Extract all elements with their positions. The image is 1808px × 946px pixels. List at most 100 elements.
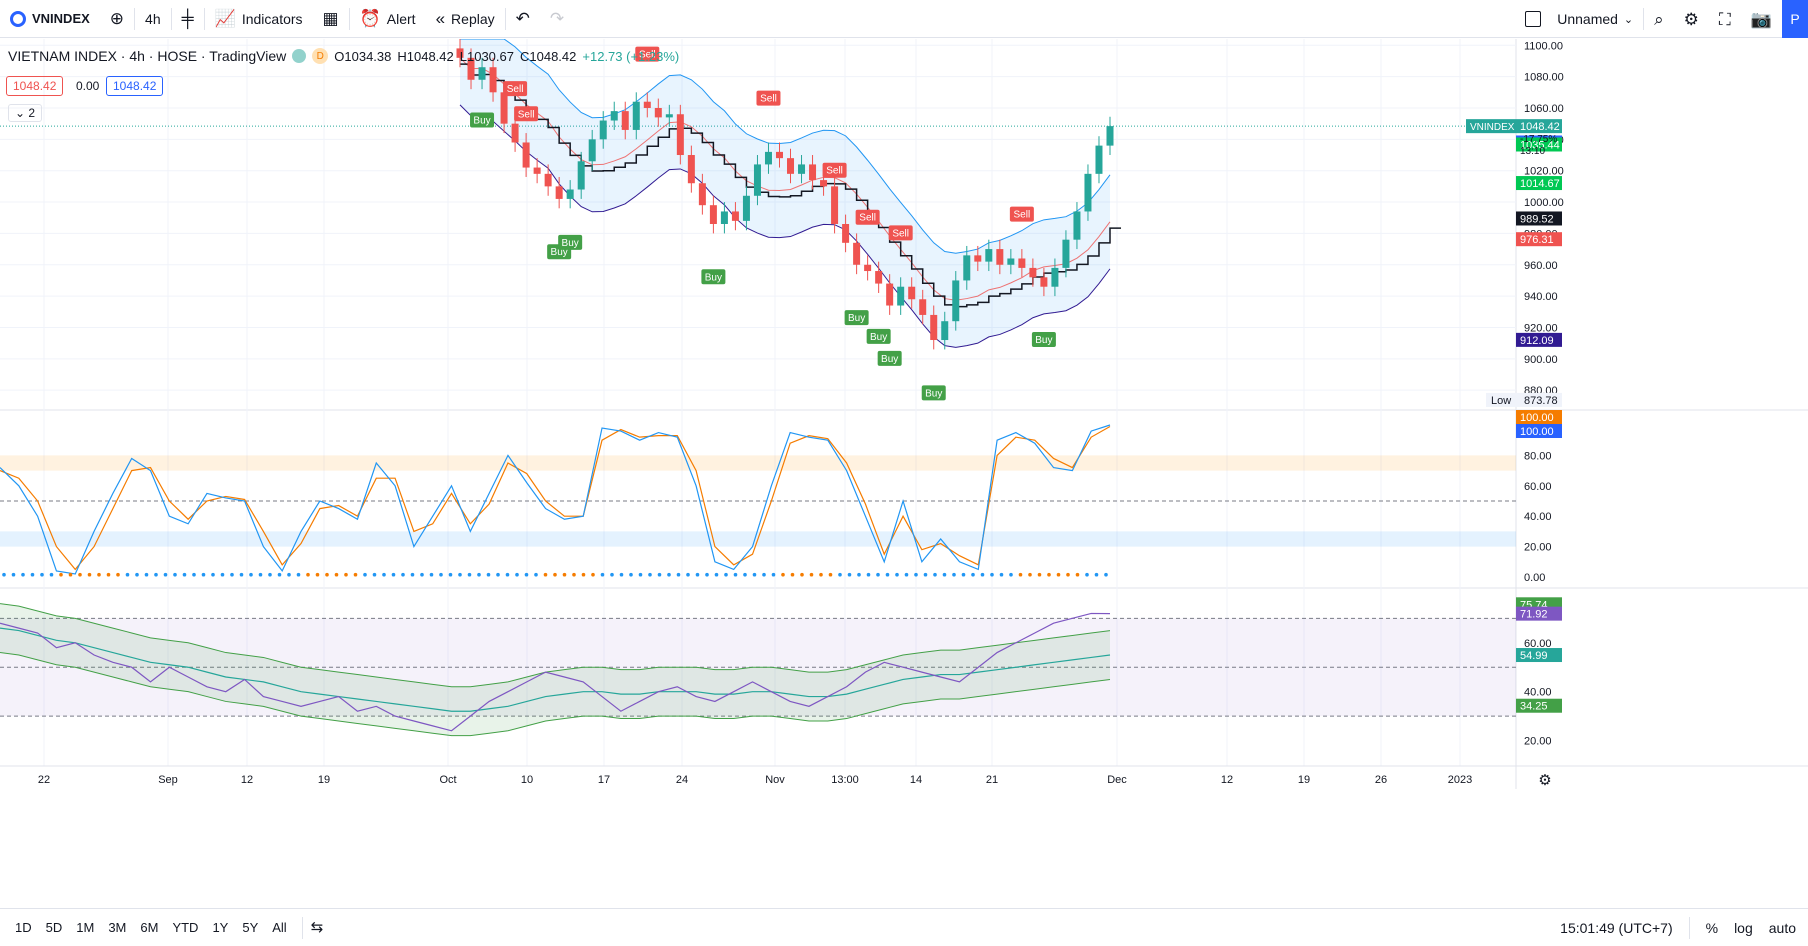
redo-button[interactable]: ↷ <box>540 0 574 38</box>
signal-dot <box>505 572 510 577</box>
signal-dot <box>866 572 871 577</box>
time-axis[interactable]: 22 Sep 12 19 Oct 10 17 24 Nov 13:00 14 21 Dec 12 19 26 2… <box>0 765 1808 789</box>
candle-body <box>577 161 585 190</box>
signal-dot <box>467 572 472 577</box>
range-ytd-button[interactable]: YTD <box>172 920 199 935</box>
chevron-down-icon: ⌄ <box>1623 13 1634 26</box>
clock-timezone[interactable]: 15:01:49 (UTC+7) <box>1560 920 1673 936</box>
range-3m-button[interactable]: 3M <box>108 920 127 935</box>
signal-label: Buy <box>848 313 865 324</box>
signal-dot <box>201 572 206 577</box>
date-ranges: 1D 5D 1M 3M 6M YTD 1Y 5Y All <box>0 920 294 935</box>
range-6m-button[interactable]: 6M <box>140 920 159 935</box>
price-badge-text: 54.99 <box>1520 650 1548 662</box>
percent-toggle[interactable]: % <box>1705 920 1719 936</box>
signal-dot <box>182 572 187 577</box>
log-toggle[interactable]: log <box>1734 920 1753 936</box>
ohlc-low: L1030.67 <box>459 48 514 64</box>
signal-label: Sell <box>1014 210 1031 221</box>
auto-toggle[interactable]: auto <box>1768 920 1796 936</box>
compare-button[interactable]: ⊕ <box>100 0 134 38</box>
stoch-tick-label: 0.00 <box>1524 572 1545 584</box>
low-value: 873.78 <box>1524 395 1558 407</box>
range-1d-button[interactable]: 1D <box>15 920 32 935</box>
ohlc-open: O1034.38 <box>334 48 392 64</box>
market-status-icon[interactable] <box>292 49 307 63</box>
price-badge: 912.09 <box>1516 332 1562 347</box>
candle-body <box>478 67 486 80</box>
candle-body <box>610 111 618 121</box>
signal-dot <box>581 572 586 577</box>
signal-dot <box>990 572 994 577</box>
signal-dot <box>249 572 253 577</box>
undo-button[interactable]: ↶ <box>506 0 540 38</box>
signal-dot <box>790 572 795 577</box>
candle-body <box>753 164 761 196</box>
range-1y-button[interactable]: 1Y <box>212 920 229 935</box>
sell-price-box[interactable]: 1048.42 <box>6 76 64 96</box>
candle-body <box>665 114 673 118</box>
signal-dot <box>914 572 918 577</box>
toolbar-right-group: Unnamed ⌄ ⌕ ⚙ ⛶ 📷 P <box>1515 0 1808 38</box>
price-badge-text: 1048.42 <box>1520 121 1560 133</box>
date-range-icon[interactable]: ⇆ <box>310 919 324 936</box>
price-badge-text: 100.00 <box>1520 412 1554 424</box>
signal-dot <box>610 572 614 577</box>
price-axis[interactable]: 1100.001080.001060.001040.001020.001000.… <box>1466 40 1564 748</box>
publish-button[interactable]: P <box>1782 0 1808 38</box>
indicators-button[interactable]: 📈 Indicators <box>205 0 313 38</box>
interval-button[interactable]: 4h <box>135 0 171 38</box>
range-5y-button[interactable]: 5Y <box>242 920 259 935</box>
buy-sell-signals: BuySellSellBuyBuySellBuySellSellBuySellB… <box>470 46 1056 401</box>
signal-dot <box>800 572 804 577</box>
signal-dot <box>572 572 576 577</box>
divider <box>203 7 205 30</box>
price-badge-text: 989.52 <box>1520 213 1554 225</box>
alert-button[interactable]: ⏰ Alert <box>350 0 426 38</box>
signal-dot <box>1066 572 1070 577</box>
signal-dot <box>648 572 652 577</box>
chart-style-button[interactable]: ╪ <box>172 0 204 38</box>
rsi-pane <box>0 603 1516 737</box>
signal-dot <box>173 572 177 577</box>
symbol-search-button[interactable]: VNINDEX <box>0 0 100 38</box>
signal-dot <box>382 572 386 577</box>
signal-dot <box>353 572 358 577</box>
chart-canvas[interactable]: BuySellSellBuyBuySellBuySellSellBuySellB… <box>0 39 1808 907</box>
candle-body <box>720 211 728 224</box>
search-button[interactable]: ⌕ <box>1644 0 1674 38</box>
price-badge: 1035.44 <box>1516 137 1562 152</box>
replay-button[interactable]: « Replay <box>426 0 505 38</box>
layout-button[interactable]: Unnamed ⌄ <box>1515 0 1643 38</box>
range-1m-button[interactable]: 1M <box>76 920 95 935</box>
signal-dot <box>1009 572 1013 577</box>
candle-body <box>875 271 883 284</box>
buy-price-box[interactable]: 1048.42 <box>106 76 164 96</box>
time-tick-label: 21 <box>986 774 998 786</box>
signal-dot <box>524 572 529 577</box>
indicators-collapse-toggle[interactable]: ⌄ 2 <box>8 104 43 122</box>
signal-dot <box>1018 572 1023 577</box>
chart-settings-button[interactable]: ⚙ <box>1674 0 1709 38</box>
symbol-tag-bg <box>1466 119 1516 134</box>
range-5d-button[interactable]: 5D <box>45 920 63 935</box>
price-tick-label: 1000.00 <box>1524 197 1564 209</box>
candle-body <box>820 180 828 187</box>
price-badge: 1014.67 <box>1516 176 1562 191</box>
indicator-count: 2 <box>28 106 36 120</box>
candle-body <box>522 142 530 168</box>
delay-badge[interactable]: D <box>312 48 329 64</box>
signal-dot <box>486 572 491 577</box>
range-all-button[interactable]: All <box>272 920 287 935</box>
snapshot-button[interactable]: 📷 <box>1741 0 1782 38</box>
signal-label: Buy <box>1035 335 1052 346</box>
candle-body <box>687 155 695 184</box>
chart-title[interactable]: VIETNAM INDEX · 4h · HOSE · TradingView <box>8 48 287 64</box>
fullscreen-button[interactable]: ⛶ <box>1709 0 1741 38</box>
signal-dot <box>923 572 928 577</box>
candle-body <box>941 321 949 341</box>
candle-body <box>985 249 993 262</box>
templates-button[interactable]: ▦ <box>313 0 349 38</box>
sell-signal-tag <box>822 162 847 178</box>
